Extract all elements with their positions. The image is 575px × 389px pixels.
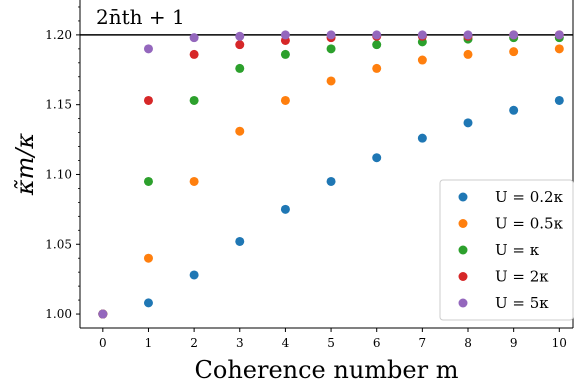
data-point bbox=[554, 95, 564, 105]
x-axis-label: Coherence number m bbox=[195, 356, 459, 384]
x-tick-label: 2 bbox=[190, 336, 198, 350]
data-point bbox=[326, 30, 336, 40]
data-point bbox=[189, 33, 199, 43]
data-point bbox=[189, 95, 199, 105]
y-tick-label: 1.05 bbox=[45, 237, 72, 251]
x-tick-label: 3 bbox=[236, 336, 244, 350]
label-layer: 2n̄th + 1 Coherence number m κ̃m/κ bbox=[11, 5, 459, 384]
x-tick-label: 6 bbox=[373, 336, 381, 350]
data-point bbox=[509, 105, 519, 115]
data-point bbox=[143, 176, 153, 186]
y-tick-label: 1.00 bbox=[45, 307, 72, 321]
data-point bbox=[98, 309, 108, 319]
legend: U = 0.2κ U = 0.5κ U = κ U = 2κ U = 5κ bbox=[439, 179, 574, 321]
data-point bbox=[509, 47, 519, 57]
legend-label: U = 2κ bbox=[495, 268, 549, 286]
x-tick-label: 9 bbox=[510, 336, 518, 350]
legend-label: U = κ bbox=[495, 241, 540, 259]
data-point bbox=[143, 298, 153, 308]
legend-label: U = 5κ bbox=[495, 294, 549, 312]
data-point bbox=[417, 55, 427, 65]
x-tick-label: 1 bbox=[145, 336, 153, 350]
data-point bbox=[280, 95, 290, 105]
data-point bbox=[235, 40, 245, 50]
data-point bbox=[189, 270, 199, 280]
data-point bbox=[372, 30, 382, 40]
x-tick-label: 7 bbox=[419, 336, 427, 350]
data-point bbox=[372, 153, 382, 163]
data-point bbox=[143, 253, 153, 263]
data-point bbox=[326, 176, 336, 186]
data-point bbox=[235, 31, 245, 41]
x-tick-label: 8 bbox=[464, 336, 472, 350]
data-point bbox=[189, 49, 199, 59]
data-point bbox=[189, 176, 199, 186]
data-point bbox=[463, 30, 473, 40]
data-point bbox=[280, 30, 290, 40]
x-tick-label: 0 bbox=[99, 336, 107, 350]
legend-marker bbox=[458, 192, 468, 202]
data-point bbox=[235, 63, 245, 73]
y-tick-label: 1.15 bbox=[45, 98, 72, 112]
legend-box bbox=[439, 179, 574, 321]
data-point bbox=[372, 63, 382, 73]
y-tick-label: 1.10 bbox=[45, 167, 72, 181]
data-point bbox=[509, 30, 519, 40]
data-point bbox=[372, 40, 382, 50]
data-point bbox=[326, 76, 336, 86]
data-point bbox=[143, 44, 153, 54]
data-point bbox=[417, 133, 427, 143]
y-tick-label: 1.20 bbox=[45, 28, 72, 42]
x-tick-label: 10 bbox=[552, 336, 567, 350]
legend-marker bbox=[458, 219, 468, 228]
data-point bbox=[463, 49, 473, 59]
data-point bbox=[554, 44, 564, 54]
reference-annotation: 2n̄th + 1 bbox=[96, 5, 185, 29]
data-point bbox=[554, 30, 564, 40]
data-point bbox=[417, 30, 427, 40]
data-point bbox=[143, 95, 153, 105]
points-layer bbox=[98, 30, 564, 319]
data-point bbox=[235, 126, 245, 136]
data-point bbox=[280, 204, 290, 214]
tick-layer: 0 1 2 3 4 5 6 7 8 9 10 1.00 1.05 1.10 1.15 1.20 bbox=[45, 6, 567, 350]
x-tick-label: 4 bbox=[282, 336, 290, 350]
y-axis-label: κ̃m/κ bbox=[11, 133, 39, 197]
legend-marker bbox=[458, 298, 468, 308]
data-point bbox=[326, 44, 336, 54]
legend-label: U = 0.5κ bbox=[495, 215, 564, 233]
legend-marker bbox=[458, 272, 468, 281]
data-point bbox=[463, 118, 473, 128]
data-point bbox=[235, 236, 245, 246]
legend-label: U = 0.2κ bbox=[495, 188, 564, 206]
x-tick-label: 5 bbox=[327, 336, 335, 350]
legend-marker bbox=[458, 245, 468, 255]
data-point bbox=[280, 49, 290, 59]
